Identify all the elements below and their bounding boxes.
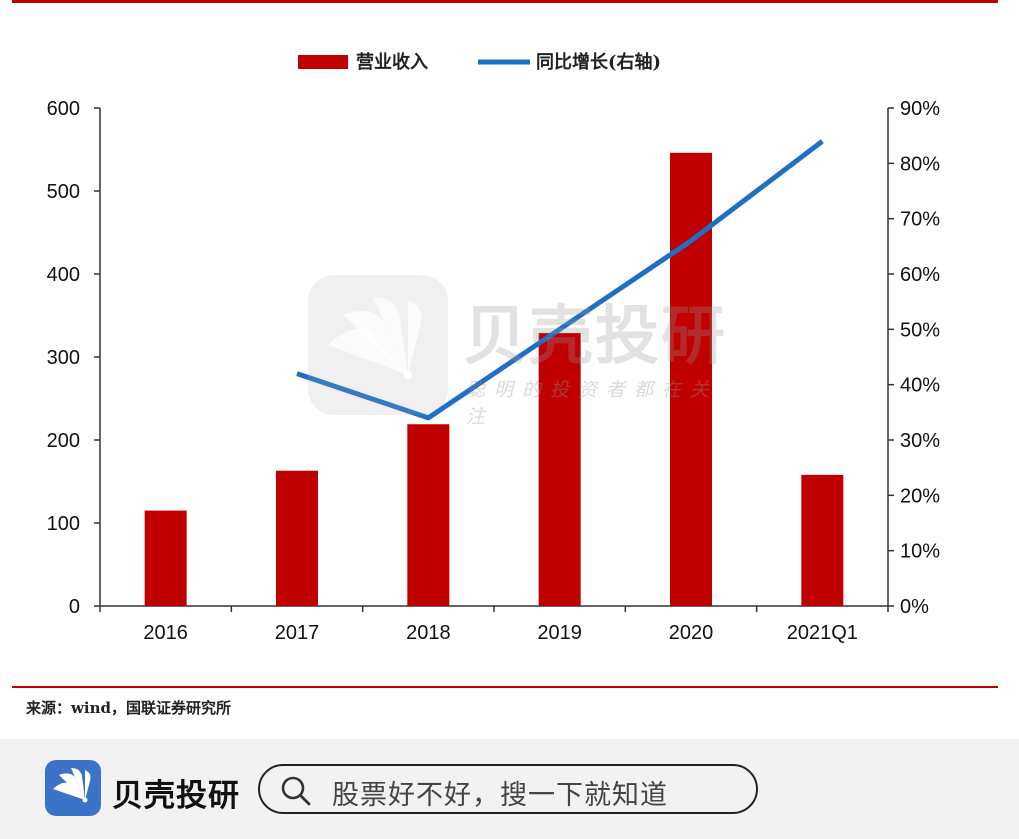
left-tick-label: 0	[69, 596, 80, 618]
right-tick-label: 90%	[900, 98, 940, 120]
legend-line-label: 同比增长(右轴)	[536, 51, 661, 73]
left-tick-label: 400	[47, 264, 80, 286]
left-tick-label: 500	[47, 181, 80, 203]
footer-bar: 贝壳投研 股票好不好，搜一下就知道	[0, 739, 1019, 839]
right-tick-label: 20%	[900, 485, 940, 507]
search-icon	[281, 776, 311, 806]
axes: 0 100 200 300 400 500 600 0% 10% 20% 30% 40% 50% 60% 7…	[47, 98, 941, 644]
x-tick-label: 2019	[537, 622, 582, 644]
source-note: 来源：wind，国联证券研究所	[26, 699, 232, 717]
legend: 营业收入 同比增长(右轴)	[298, 51, 661, 73]
revenue-chart: 营业收入 同比增长(右轴) 0 100 200 300 400 500 600 0% 10% 20…	[47, 51, 941, 644]
right-tick-label: 40%	[900, 375, 940, 397]
brand-logo-icon[interactable]	[45, 760, 101, 816]
top-rule	[12, 0, 998, 3]
x-tick-label: 2016	[143, 622, 188, 644]
bar-2021Q1	[801, 474, 844, 606]
bar-2019	[538, 332, 581, 606]
right-tick-label: 80%	[900, 153, 940, 175]
right-tick-label: 60%	[900, 264, 940, 286]
x-tick-label: 2020	[669, 622, 714, 644]
bar-2017	[276, 470, 318, 606]
bar-series	[144, 152, 844, 606]
left-tick-label: 600	[47, 98, 80, 120]
left-tick-label: 100	[47, 513, 80, 535]
left-tick-label: 300	[47, 347, 80, 369]
line-series	[296, 139, 824, 421]
bar-2020	[670, 152, 712, 606]
brand-name[interactable]: 贝壳投研	[112, 778, 240, 814]
right-tick-label: 50%	[900, 319, 940, 341]
search-placeholder: 股票好不好，搜一下就知道	[332, 780, 668, 811]
right-tick-label: 30%	[900, 430, 940, 452]
right-tick-label: 70%	[900, 209, 940, 231]
bar-2016	[144, 510, 187, 606]
x-tick-label: 2017	[275, 622, 320, 644]
legend-bar-swatch	[298, 55, 348, 69]
right-tick-label: 0%	[900, 596, 929, 618]
bottom-rule	[12, 686, 998, 688]
search-input[interactable]: 股票好不好，搜一下就知道	[258, 764, 758, 814]
left-tick-label: 200	[47, 430, 80, 452]
bar-2018	[407, 424, 450, 606]
right-tick-label: 10%	[900, 541, 940, 563]
x-tick-label: 2018	[406, 622, 451, 644]
x-tick-label: 2021Q1	[787, 622, 858, 644]
legend-bar-label: 营业收入	[356, 51, 428, 73]
